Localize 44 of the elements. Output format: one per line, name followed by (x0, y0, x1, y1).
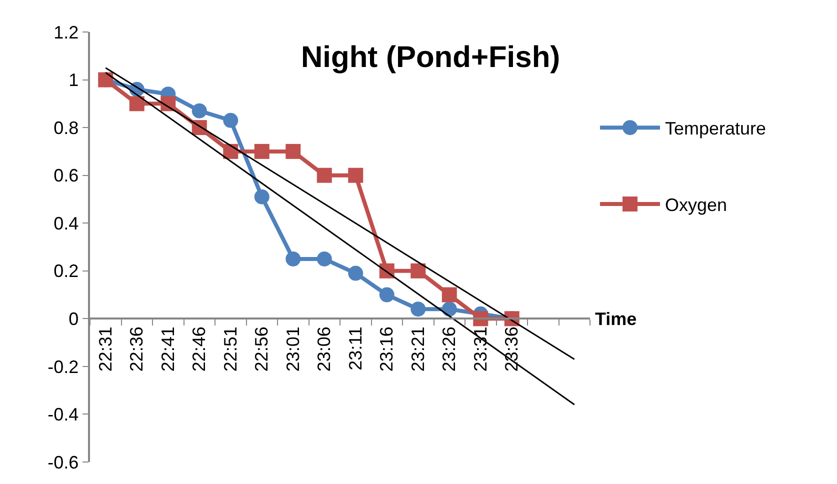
x-tick-label: 23:21 (408, 326, 428, 372)
x-tick-label: 22:46 (189, 326, 210, 372)
x-tick-label: 23:06 (314, 326, 334, 372)
y-tick-label: 0.2 (54, 261, 79, 282)
point (254, 144, 270, 159)
x-tick-label: 22:36 (126, 326, 147, 372)
point (348, 168, 364, 183)
y-tick-label: -0.6 (48, 452, 79, 472)
point (348, 266, 364, 281)
x-tick-label: 23:31 (470, 326, 490, 372)
x-tick-label: 22:41 (158, 326, 178, 372)
y-tick-label: 0.8 (54, 118, 79, 138)
point (286, 251, 301, 266)
y-tick-label: 1 (68, 70, 79, 90)
x-tick-label: 22:51 (220, 326, 240, 372)
point (442, 302, 457, 317)
point (254, 189, 270, 204)
x-axis-title: Time (595, 309, 637, 329)
legend-label: Temperature (665, 118, 766, 139)
y-tick-label: -0.2 (48, 356, 79, 377)
point (316, 168, 332, 183)
point (129, 96, 144, 112)
point (223, 112, 238, 128)
point (410, 302, 426, 317)
x-tick-label: 23:16 (376, 326, 397, 372)
point (410, 263, 426, 278)
x-tick-label: 22:31 (95, 326, 116, 372)
point (316, 251, 332, 266)
point (192, 103, 207, 118)
y-tick-label: 1.2 (54, 22, 79, 42)
point (286, 144, 301, 159)
x-tick-label: 23:26 (439, 326, 460, 372)
x-tick-label: 23:11 (345, 326, 366, 370)
y-tick-label: 0.6 (54, 166, 79, 186)
y-tick-label: 0.4 (54, 213, 79, 234)
chart-title: Night (Pond+Fish) (301, 41, 560, 74)
x-tick-label: 23:01 (282, 326, 303, 372)
point (379, 287, 394, 302)
legend-label: Oxygen (665, 195, 728, 216)
x-tick-label: 23:36 (502, 326, 522, 372)
point (442, 287, 457, 302)
y-tick-label: 0 (68, 308, 79, 329)
y-tick-label: -0.4 (48, 404, 79, 425)
x-tick-label: 22:56 (252, 326, 272, 372)
